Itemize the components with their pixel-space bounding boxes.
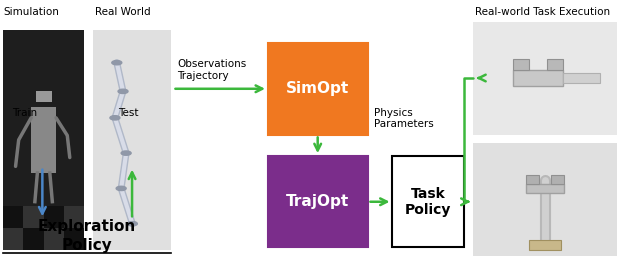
Bar xyxy=(513,59,529,70)
Circle shape xyxy=(112,61,122,65)
Bar xyxy=(3,228,23,250)
Bar xyxy=(31,107,56,173)
Circle shape xyxy=(121,151,131,155)
Text: Train: Train xyxy=(12,108,38,118)
Text: Real World: Real World xyxy=(95,7,150,17)
Bar xyxy=(64,206,84,228)
Text: Observations
Trajectory: Observations Trajectory xyxy=(177,59,247,81)
Circle shape xyxy=(110,116,120,120)
Bar xyxy=(268,43,367,134)
Text: Simulation: Simulation xyxy=(3,7,59,17)
Text: Real-world Task Execution: Real-world Task Execution xyxy=(475,7,610,17)
Text: SimOpt: SimOpt xyxy=(286,81,349,96)
Bar xyxy=(44,206,64,228)
Bar xyxy=(547,59,563,70)
Bar xyxy=(44,228,64,250)
Circle shape xyxy=(116,186,126,190)
Bar xyxy=(474,143,617,256)
Text: Test: Test xyxy=(118,108,139,118)
Bar xyxy=(3,30,84,250)
Bar xyxy=(35,91,52,102)
Bar xyxy=(23,206,44,228)
Bar xyxy=(529,240,561,250)
Text: Exploration
Policy: Exploration Policy xyxy=(38,219,136,253)
Bar xyxy=(23,228,44,250)
Bar xyxy=(392,156,464,247)
Text: Task
Policy: Task Policy xyxy=(405,187,451,217)
Bar xyxy=(93,30,172,250)
Bar xyxy=(563,73,600,83)
Circle shape xyxy=(118,89,128,94)
Bar xyxy=(3,206,23,228)
Bar xyxy=(268,156,367,247)
Bar xyxy=(551,175,564,184)
Bar xyxy=(64,228,84,250)
Text: Physics
Parameters: Physics Parameters xyxy=(374,108,433,129)
Bar xyxy=(526,184,564,193)
Text: TrajOpt: TrajOpt xyxy=(286,194,349,209)
Bar xyxy=(526,175,539,184)
Circle shape xyxy=(127,222,138,226)
Bar xyxy=(513,70,563,86)
Bar xyxy=(474,22,617,134)
